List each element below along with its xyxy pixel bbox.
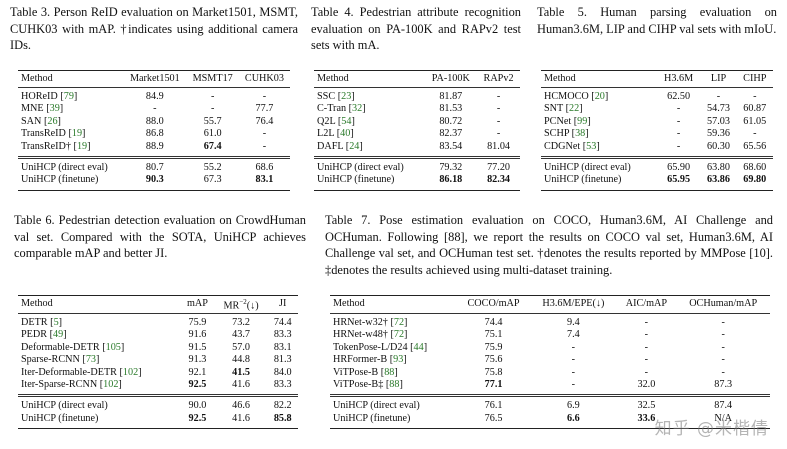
table-row: CDGNet [53] -60.30 65.56 xyxy=(544,140,767,152)
t7-header-method: Method xyxy=(333,298,365,310)
table-row: PCNet [99] -57.03 61.05 xyxy=(544,115,767,127)
table-row: TransReID [19] 86.8 61.0- xyxy=(21,128,267,140)
table-5: Method H3.6M LIP CIHP HCMOCO [20] 62.50- -… xyxy=(541,70,773,191)
table-row: Deformable-DETR [105] 91.5 57.0 83.1 xyxy=(21,341,292,353)
t3-header-market: Market1501 xyxy=(129,72,180,84)
table-5-block: Table 5. Human parsing evaluation on Hum… xyxy=(537,4,777,37)
table-row: SAN [26] 88.0 55.7 76.4 xyxy=(21,115,274,127)
t4-header-method: Method xyxy=(317,72,349,84)
t6-header-ji: JI xyxy=(279,298,287,310)
table-row: UniHCP (finetune) 76.5 6.6 33.6 N/A xyxy=(333,412,732,424)
table-row: DETR [5] 75.9 73.2 74.4 xyxy=(21,317,292,328)
t6-header-method: Method xyxy=(21,298,53,310)
table-6-caption: Table 6. Pedestrian detection evaluation… xyxy=(14,213,306,260)
table-row: TransReID† [19] 88.9 67.4- xyxy=(21,140,267,152)
table-row: C-Tran [32] 81.53- xyxy=(317,103,501,115)
table-6-block: Table 6. Pedestrian detection evaluation… xyxy=(14,212,306,262)
table-row: ViTPose-B [88] 75.8- - - xyxy=(333,366,725,378)
table-row: HRFormer-B [93] 75.6- - - xyxy=(333,354,725,366)
table-3: Method Market1501 MSMT17 CUHK03 HOReID [… xyxy=(18,70,290,191)
table-row: Iter-Deformable-DETR [102] 92.1 41.5 84.0 xyxy=(21,366,292,378)
t5-header-lip: LIP xyxy=(710,72,727,84)
table-row: UniHCP (finetune) 90.3 67.3 83.1 xyxy=(21,174,274,186)
t3-header-cuhk: CUHK03 xyxy=(244,72,284,84)
table-row: PEDR [49] 91.6 43.7 83.3 xyxy=(21,329,292,341)
table-row: L2L [40] 82.37- xyxy=(317,128,501,140)
table-row: ViTPose-B‡ [88] 77.1-32.0 87.3 xyxy=(333,379,733,391)
table-5-caption: Table 5. Human parsing evaluation on Hum… xyxy=(537,5,777,36)
table-7-block: Table 7. Pose estimation evaluation on C… xyxy=(325,212,773,278)
table-7: Method COCO/mAP H3.6M/EPE(↓) AIC/mAP OCH… xyxy=(330,295,770,430)
table-row: DAFL [24] 83.54 81.04 xyxy=(317,140,510,152)
table-row: UniHCP (direct eval) 65.90 63.80 68.60 xyxy=(544,162,767,174)
table-row: HRNet-w48† [72] 75.1 7.4- - xyxy=(333,329,725,341)
table-row: SSC [23] 81.87- xyxy=(317,91,501,102)
t7-header-coco: COCO/mAP xyxy=(467,298,520,310)
table-4: Method PA-100K RAPv2 SSC [23] 81.87- C-Tr… xyxy=(314,70,520,191)
table-row: UniHCP (direct eval) 79.32 77.20 xyxy=(317,162,510,174)
t6-header-mr: MR−2(↓) xyxy=(223,298,259,312)
t3-header-method: Method xyxy=(21,72,53,84)
table-row: UniHCP (direct eval) 90.0 46.6 82.2 xyxy=(21,400,292,412)
table-row: UniHCP (finetune) 86.18 82.34 xyxy=(317,174,510,186)
table-3-caption-text: Table 3. Person ReID evaluation on Marke… xyxy=(10,5,298,52)
t4-header-pa100k: PA-100K xyxy=(431,72,470,84)
table-row: Sparse-RCNN [73] 91.3 44.8 81.3 xyxy=(21,354,292,366)
table-row: UniHCP (direct eval) 76.1 6.9 32.5 87.4 xyxy=(333,400,733,412)
t6-header-map: mAP xyxy=(186,298,208,310)
table-row: Q2L [54] 80.72- xyxy=(317,115,501,127)
table-3-caption: Table 3. Person ReID evaluation on Marke… xyxy=(10,4,298,54)
t3-header-msmt: MSMT17 xyxy=(192,72,233,84)
table-7-caption: Table 7. Pose estimation evaluation on C… xyxy=(325,213,773,277)
table-row: UniHCP (finetune) 65.95 63.86 69.80 xyxy=(544,174,767,186)
table-row: UniHCP (direct eval) 80.7 55.2 68.6 xyxy=(21,162,274,174)
table-row: HRNet-w32† [72] 74.4 9.4- - xyxy=(333,317,725,328)
t5-header-cihp: CIHP xyxy=(743,72,767,84)
t7-header-aic: AIC/mAP xyxy=(625,298,668,310)
t7-header-h36m: H3.6M/EPE(↓) xyxy=(542,298,605,310)
table-4-block: Table 4. Pedestrian attribute recognitio… xyxy=(311,4,521,54)
table-row: HOReID [79] 84.9- - xyxy=(21,91,267,102)
watermark: 知乎 @米楷倩 xyxy=(654,419,769,439)
table-row: TokenPose-L/D24 [44] 75.9- - - xyxy=(333,341,725,353)
table-row: SCHP [38] -59.36- xyxy=(544,128,757,140)
table-row: HCMOCO [20] 62.50- - xyxy=(544,91,757,102)
table-4-caption: Table 4. Pedestrian attribute recognitio… xyxy=(311,5,521,52)
table-row: UniHCP (finetune) 92.5 41.6 85.8 xyxy=(21,412,292,424)
t7-header-ochuman: OCHuman/mAP xyxy=(689,298,758,310)
t5-header-method: Method xyxy=(544,72,576,84)
t4-header-rapv2: RAPv2 xyxy=(483,72,514,84)
table-6: Method mAP MR−2(↓) JI DETR [5] 75.9 73.2 74… xyxy=(18,295,298,430)
table-row: SNT [22] -54.73 60.87 xyxy=(544,103,767,115)
t5-header-h36m: H3.6M xyxy=(663,72,694,84)
table-3-block: Table 3. Person ReID evaluation on Marke… xyxy=(10,4,298,54)
table-row: MNE [39] - -77.7 xyxy=(21,103,274,115)
table-row: Iter-Sparse-RCNN [102] 92.5 41.6 83.3 xyxy=(21,379,292,391)
